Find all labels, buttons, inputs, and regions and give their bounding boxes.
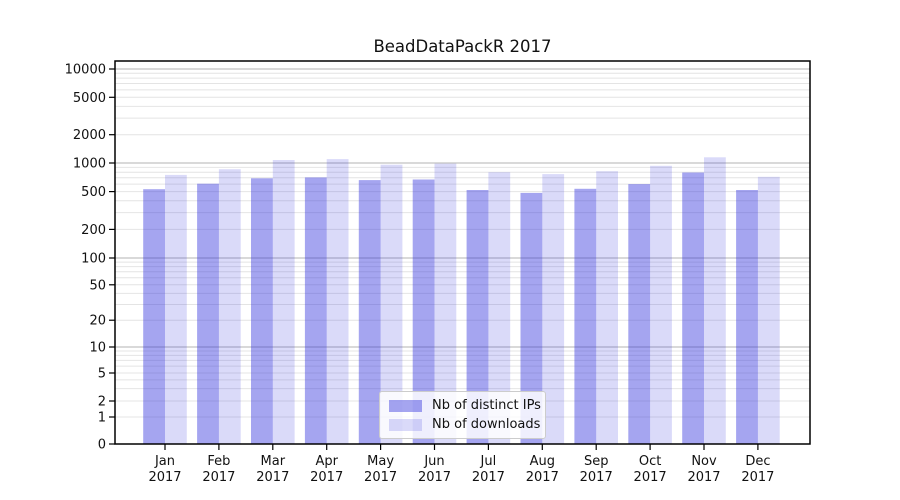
x-tick-label-month: Dec [745, 454, 770, 469]
bar-ips-dec [736, 190, 758, 444]
y-tick-label: 100 [81, 252, 106, 267]
y-tick-label: 0 [98, 438, 106, 453]
bar-ips-aug [520, 192, 543, 444]
x-tick-label-year: 2017 [148, 470, 181, 485]
y-tick-label: 10000 [65, 63, 106, 78]
bar-downloads-oct [650, 165, 672, 445]
bar-downloads-apr [326, 159, 349, 444]
legend-label-downloads: Nb of downloads [432, 417, 541, 432]
y-tick-label: 200 [81, 223, 106, 238]
legend-item-downloads: Nb of downloads [389, 417, 540, 432]
x-tick-label-year: 2017 [472, 470, 505, 485]
x-tick-label-month: Oct [639, 454, 661, 469]
legend-item-distinct-ips: Nb of distinct IPs [389, 398, 541, 413]
y-tick-label: 500 [81, 185, 106, 200]
x-tick-label-year: 2017 [526, 470, 559, 485]
bar-ips-nov [682, 172, 704, 444]
x-tick-label-year: 2017 [256, 470, 289, 485]
bar-ips-may [358, 180, 381, 444]
bar-ips-jan [143, 189, 165, 444]
x-tick-label-year: 2017 [202, 470, 235, 485]
bar-ips-jul [466, 190, 489, 444]
x-tick-label-month: Mar [261, 454, 286, 469]
y-tick-label: 1000 [73, 157, 106, 172]
legend-swatch-downloads [389, 418, 422, 431]
x-tick-label-year: 2017 [741, 470, 774, 485]
y-tick-label: 5000 [73, 91, 106, 106]
x-tick-label-year: 2017 [418, 470, 451, 485]
bar-downloads-mar [272, 160, 295, 444]
x-tick-label-year: 2017 [687, 470, 720, 485]
x-tick-label-year: 2017 [634, 470, 667, 485]
chart-title: BeadDataPackR 2017 [373, 37, 552, 56]
x-tick-label-month: Jun [423, 454, 444, 469]
x-tick-label-month: Nov [691, 454, 717, 469]
x-tick-label-month: Feb [207, 454, 230, 469]
bar-downloads-jun [434, 163, 457, 444]
y-tick-label: 20 [89, 314, 106, 329]
bar-ips-jun [412, 179, 435, 444]
y-tick-label: 10 [89, 341, 106, 356]
legend: Nb of distinct IPs Nb of downloads [379, 391, 546, 439]
bar-ips-sep [574, 188, 597, 444]
bar-downloads-aug [542, 174, 565, 444]
x-tick-label-month: Sep [584, 454, 609, 469]
bar-downloads-feb [218, 169, 241, 444]
bar-downloads-nov [704, 157, 726, 445]
bar-ips-feb [197, 183, 219, 444]
bar-downloads-sep [596, 171, 618, 444]
x-tick-label-month: Apr [315, 454, 338, 469]
x-tick-label-year: 2017 [580, 470, 613, 485]
y-tick-label: 2 [98, 395, 106, 410]
y-tick-label: 2000 [73, 128, 106, 143]
x-tick-label-month: Aug [530, 454, 555, 469]
bar-ips-oct [628, 184, 651, 444]
y-tick-label: 1 [98, 411, 106, 426]
legend-swatch-distinct-ips [389, 399, 422, 412]
y-tick-label: 5 [98, 367, 106, 382]
x-tick-label-month: Jan [154, 454, 175, 469]
x-tick-label-year: 2017 [364, 470, 397, 485]
bar-downloads-jan [165, 174, 187, 444]
x-tick-label-year: 2017 [310, 470, 343, 485]
bar-downloads-jul [488, 172, 511, 444]
bar-ips-apr [304, 177, 327, 444]
y-tick-label: 50 [89, 278, 106, 293]
plot-border [114, 60, 811, 445]
bar-downloads-dec [757, 176, 780, 445]
bar-ips-mar [251, 178, 273, 445]
x-tick-label-month: May [367, 454, 394, 469]
legend-label-distinct-ips: Nb of distinct IPs [432, 398, 541, 413]
x-tick-label-month: Jul [480, 454, 497, 469]
bar-downloads-may [380, 164, 403, 444]
